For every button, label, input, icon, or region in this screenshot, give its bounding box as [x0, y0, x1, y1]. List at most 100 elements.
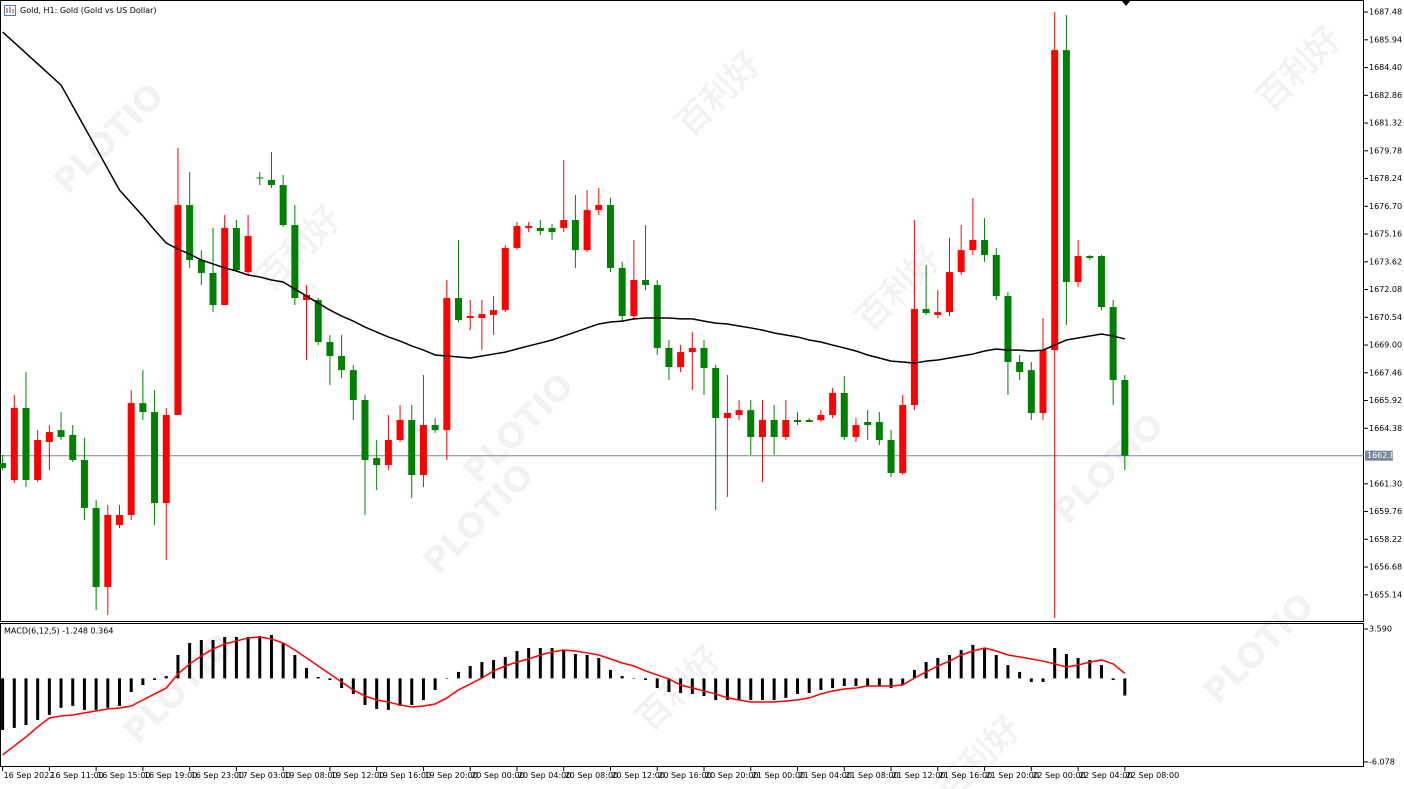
- macd-bar: [924, 662, 928, 679]
- y-tick-label: 1682.86: [1369, 91, 1402, 100]
- x-tick-label: 19 Sep 20:00: [424, 771, 477, 780]
- macd-bar: [1076, 658, 1080, 679]
- x-tick-label: 17 Sep 03:00: [237, 771, 290, 780]
- y-tick-label: 1675.16: [1369, 230, 1402, 239]
- candle-body: [981, 240, 989, 255]
- candle-body: [384, 440, 392, 466]
- x-tick-label: 21 Sep 12:00: [892, 771, 945, 780]
- macd-bar: [410, 678, 414, 705]
- macd-bar: [831, 678, 835, 689]
- candle-body: [1039, 350, 1047, 413]
- candle-body: [536, 227, 544, 231]
- candle-body: [431, 425, 439, 431]
- macd-title: MACD(6,12,5) -1.248 0.364: [4, 627, 113, 636]
- macd-bar: [1018, 671, 1022, 679]
- macd-bar: [947, 654, 951, 679]
- macd-bar: [842, 678, 846, 686]
- chart-title: Gold, H1: Gold (Gold vs US Dollar): [20, 6, 157, 15]
- candle-body: [279, 185, 287, 226]
- candle-body: [513, 225, 521, 248]
- macd-bar: [12, 678, 16, 728]
- macd-bar: [480, 662, 484, 679]
- x-tick-label: 21 Sep 16:00: [939, 771, 992, 780]
- y-tick-label: 1664.38: [1369, 424, 1402, 433]
- macd-bar: [819, 678, 823, 690]
- x-tick-label: 22 Sep 00:00: [1032, 771, 1085, 780]
- candle-body: [1051, 50, 1059, 351]
- candle-body: [57, 430, 65, 437]
- candle-body: [419, 425, 427, 475]
- macd-bar: [959, 650, 963, 679]
- macd-bar: [527, 647, 531, 679]
- macd-bar: [47, 678, 51, 715]
- macd-bar: [281, 643, 285, 679]
- y-tick-label: 1672.08: [1369, 285, 1402, 294]
- macd-bar: [421, 678, 425, 700]
- macd-bar: [305, 667, 309, 679]
- current-price-label: 1662.86: [1367, 451, 1400, 460]
- candle-body: [80, 460, 88, 508]
- candle-body: [116, 514, 123, 526]
- y-tick-label: 1685.94: [1369, 35, 1402, 44]
- macd-bar: [1088, 659, 1092, 679]
- candle-body: [840, 392, 848, 437]
- candle-body: [688, 347, 696, 353]
- candle-body: [466, 316, 474, 319]
- candle-body: [875, 421, 883, 441]
- x-tick-label: 19 Sep 12:00: [331, 771, 384, 780]
- signal-line: [2, 636, 1126, 756]
- candle-body: [396, 420, 404, 441]
- candle-body: [945, 272, 953, 313]
- macd-bar: [538, 647, 542, 679]
- candle-body: [1074, 256, 1082, 282]
- y-tick-label: 1670.54: [1369, 313, 1402, 322]
- x-tick-label: 16 Sep 23:00: [191, 771, 244, 780]
- chart-icon: [4, 5, 16, 16]
- y-tick-label: 1673.62: [1369, 257, 1402, 266]
- macd-bar: [550, 647, 554, 679]
- y-tick-label: 1667.46: [1369, 368, 1402, 377]
- candle-body: [1016, 361, 1024, 373]
- moving-average-line: [2, 31, 1126, 364]
- candle-body: [864, 421, 872, 426]
- candle-body: [992, 254, 1000, 297]
- candle-body: [361, 400, 369, 461]
- candle-body: [735, 410, 743, 415]
- macd-bar: [620, 676, 624, 679]
- shift-marker: [1122, 1, 1130, 6]
- macd-bar: [1006, 665, 1010, 679]
- macd-bar: [340, 678, 344, 689]
- macd-bar: [971, 644, 975, 679]
- x-tick-label: 16 Sep 19:00: [144, 771, 197, 780]
- candle-body: [22, 407, 30, 481]
- candle-body: [677, 352, 685, 368]
- candle-body: [267, 180, 275, 186]
- x-tick-label: 22 Sep 04:00: [1079, 771, 1132, 780]
- macd-bar: [59, 678, 63, 708]
- macd-bar: [760, 678, 764, 700]
- macd-bar: [702, 678, 706, 696]
- candle-body: [373, 458, 381, 466]
- y-tick-label: 1656.68: [1369, 563, 1402, 572]
- macd-bar: [293, 654, 297, 679]
- macd-bar: [71, 678, 75, 706]
- macd-bar: [912, 669, 916, 679]
- macd-bar: [854, 678, 858, 686]
- macd-bar: [118, 678, 121, 706]
- macd-bar: [936, 658, 940, 679]
- x-tick-label: 16 Sep 2022: [4, 771, 55, 780]
- candle-body: [174, 205, 182, 415]
- macd-bar: [1111, 678, 1115, 681]
- macd-bar: [1029, 678, 1033, 682]
- y-tick-label: 1658.22: [1369, 535, 1402, 544]
- y-tick-label: 1676.70: [1369, 202, 1402, 211]
- candle-body: [525, 225, 533, 228]
- macd-bar: [714, 678, 718, 700]
- candle-body: [910, 309, 918, 406]
- x-tick-label: 21 Sep 04:00: [799, 771, 852, 780]
- x-tick-label: 20 Sep 16:00: [658, 771, 711, 780]
- candle-body: [700, 347, 708, 368]
- y-tick-label: 1669.00: [1369, 341, 1402, 350]
- macd-bar: [24, 678, 28, 726]
